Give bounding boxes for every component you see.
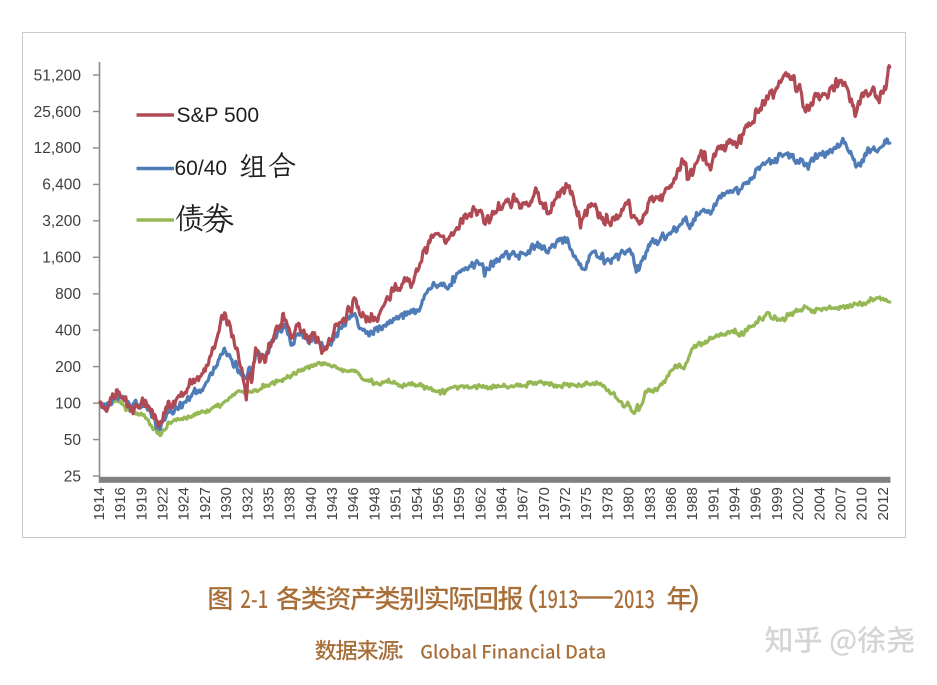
svg-text:1914: 1914 (91, 487, 108, 520)
svg-text:1956: 1956 (430, 487, 447, 520)
svg-text:50: 50 (64, 432, 82, 449)
svg-text:1,600: 1,600 (42, 250, 81, 267)
svg-text:1943: 1943 (324, 487, 341, 520)
svg-text:800: 800 (55, 286, 81, 303)
svg-text:2007: 2007 (832, 487, 849, 520)
svg-text:1919: 1919 (133, 487, 150, 520)
svg-text:6,400: 6,400 (42, 177, 81, 194)
svg-text:1948: 1948 (366, 487, 383, 520)
svg-text:1978: 1978 (599, 487, 616, 520)
svg-text:1967: 1967 (515, 487, 532, 520)
svg-text:1994: 1994 (726, 487, 743, 520)
svg-text:1959: 1959 (451, 487, 468, 520)
svg-text:1983: 1983 (642, 487, 659, 520)
svg-text:1932: 1932 (239, 487, 256, 520)
svg-text:1964: 1964 (493, 487, 510, 520)
svg-text:1946: 1946 (345, 487, 362, 520)
svg-text:1935: 1935 (260, 487, 277, 520)
svg-text:2004: 2004 (811, 487, 828, 520)
svg-text:3,200: 3,200 (42, 213, 81, 230)
svg-text:1938: 1938 (282, 487, 299, 520)
svg-text:400: 400 (55, 323, 81, 340)
svg-text:200: 200 (55, 359, 81, 376)
svg-text:1951: 1951 (388, 487, 405, 520)
svg-text:1980: 1980 (621, 487, 638, 520)
svg-text:S&P 500: S&P 500 (177, 104, 260, 127)
svg-text:1962: 1962 (472, 487, 489, 520)
svg-text:1922: 1922 (155, 487, 172, 520)
svg-text:1927: 1927 (197, 487, 214, 520)
svg-text:1930: 1930 (218, 487, 235, 520)
svg-text:25,600: 25,600 (34, 104, 82, 121)
svg-text:1954: 1954 (409, 487, 426, 520)
svg-text:25: 25 (64, 468, 81, 485)
svg-text:1916: 1916 (112, 487, 129, 520)
svg-text:1940: 1940 (303, 487, 320, 520)
svg-text:2010: 2010 (854, 487, 871, 520)
svg-text:60/40: 60/40 (175, 157, 228, 180)
svg-text:1986: 1986 (663, 487, 680, 520)
svg-text:100: 100 (55, 395, 81, 412)
svg-text:12,800: 12,800 (34, 140, 82, 157)
svg-text:1972: 1972 (557, 487, 574, 520)
svg-text:1996: 1996 (748, 487, 765, 520)
svg-text:2012: 2012 (875, 487, 892, 520)
svg-text:1999: 1999 (769, 487, 786, 520)
svg-text:51,200: 51,200 (34, 67, 82, 84)
svg-text:1924: 1924 (176, 487, 193, 520)
svg-text:1991: 1991 (705, 487, 722, 520)
svg-text:1988: 1988 (684, 487, 701, 520)
svg-text:1975: 1975 (578, 487, 595, 520)
svg-text:2002: 2002 (790, 487, 807, 520)
svg-text:1970: 1970 (536, 487, 553, 520)
